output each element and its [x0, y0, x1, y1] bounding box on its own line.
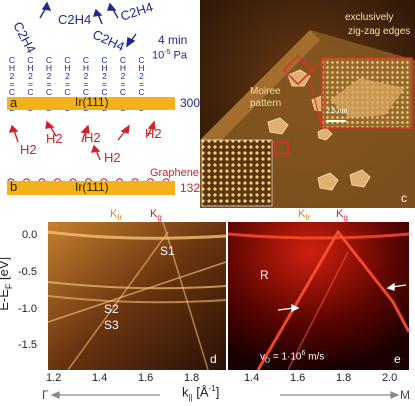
panel-a-letter: a — [10, 95, 18, 110]
xtick-e-3: 2.0 — [382, 372, 398, 384]
zigzag-caption-1: exclusively — [345, 12, 394, 23]
m-label: M — [400, 388, 410, 402]
substrate-a-label: Ir(111) — [75, 95, 109, 109]
substrate-bar-b — [7, 181, 175, 195]
hydrogen-arrows — [8, 120, 156, 161]
stm-topography — [200, 0, 415, 208]
kir-marker-d: KIr — [110, 208, 123, 223]
moire-caption-1: Moiree — [250, 86, 281, 97]
panel-e-arpes: R vD = 1·106 m/s e — [228, 222, 409, 370]
kg-marker-d: Kg — [150, 208, 162, 223]
substrate-bar-a — [7, 97, 175, 110]
dose-time: 4 min — [158, 33, 188, 47]
arpes-e-image — [228, 222, 409, 370]
arpes-d-image — [48, 222, 226, 370]
ytick-0: 0.0 — [22, 229, 38, 241]
y-axis-label: E-EF [eV] — [0, 256, 14, 311]
flying-molecule-2: C2H4 — [58, 12, 92, 27]
h2-2: H2 — [46, 131, 63, 146]
xtick-e-2: 1.8 — [336, 372, 352, 384]
graphene-label: Graphene — [150, 167, 199, 179]
molecule-arrows — [39, 1, 137, 48]
scale-bar-label: 2.5 nm — [326, 108, 348, 115]
x-axis-label: k|| [Å-1] — [182, 384, 220, 402]
panel-c-stm-image: exclusively zig-zag edges Moiree pattern… — [200, 0, 415, 208]
gamma-label: Γ — [42, 388, 49, 402]
panel-d-arpes: S1 S2 S3 d — [48, 222, 226, 370]
panel-c-letter: c — [401, 191, 407, 205]
h2-3: H2 — [84, 130, 101, 145]
moire-caption-2: pattern — [250, 98, 282, 109]
ytick-3: -1.5 — [18, 339, 37, 351]
zigzag-caption-2: zig-zag edges — [348, 26, 411, 37]
xtick-e-1: 1.6 — [290, 372, 306, 384]
panel-d-letter: d — [210, 352, 217, 366]
state-s3: S3 — [104, 318, 119, 332]
xtick-d-0: 1.2 — [46, 372, 62, 384]
ytick-2: -1.0 — [18, 303, 37, 315]
velocity-label: vD = 1·106 m/s — [260, 350, 325, 365]
h2-1: H2 — [20, 142, 37, 157]
state-s1: S1 — [160, 244, 175, 258]
xtick-e-0: 1.4 — [244, 372, 260, 384]
kg-marker-e: Kg — [336, 208, 348, 223]
substrate-b-label: Ir(111) — [75, 180, 109, 194]
h2-5: H2 — [145, 126, 162, 141]
r-label: R — [260, 268, 269, 282]
h2-4: H2 — [104, 150, 121, 165]
panel-e-letter: e — [394, 352, 401, 366]
direction-arrows — [50, 391, 400, 399]
xtick-d-1: 1.4 — [92, 372, 108, 384]
xtick-d-2: 1.6 — [138, 372, 154, 384]
state-s2: S2 — [104, 302, 119, 316]
kir-marker-e: KIr — [298, 208, 311, 223]
panel-b-letter: b — [10, 179, 18, 194]
ytick-1: -0.5 — [18, 266, 37, 278]
dose-pressure: 10-5 Pa — [152, 49, 188, 62]
panel-a: C2H4 C2H4 C2H4 C2H4 (function(){ var c =… — [0, 0, 200, 113]
xtick-d-3: 1.8 — [184, 372, 200, 384]
adsorbed-layer: (function(){ var c = document.currentScr… — [6, 56, 156, 113]
